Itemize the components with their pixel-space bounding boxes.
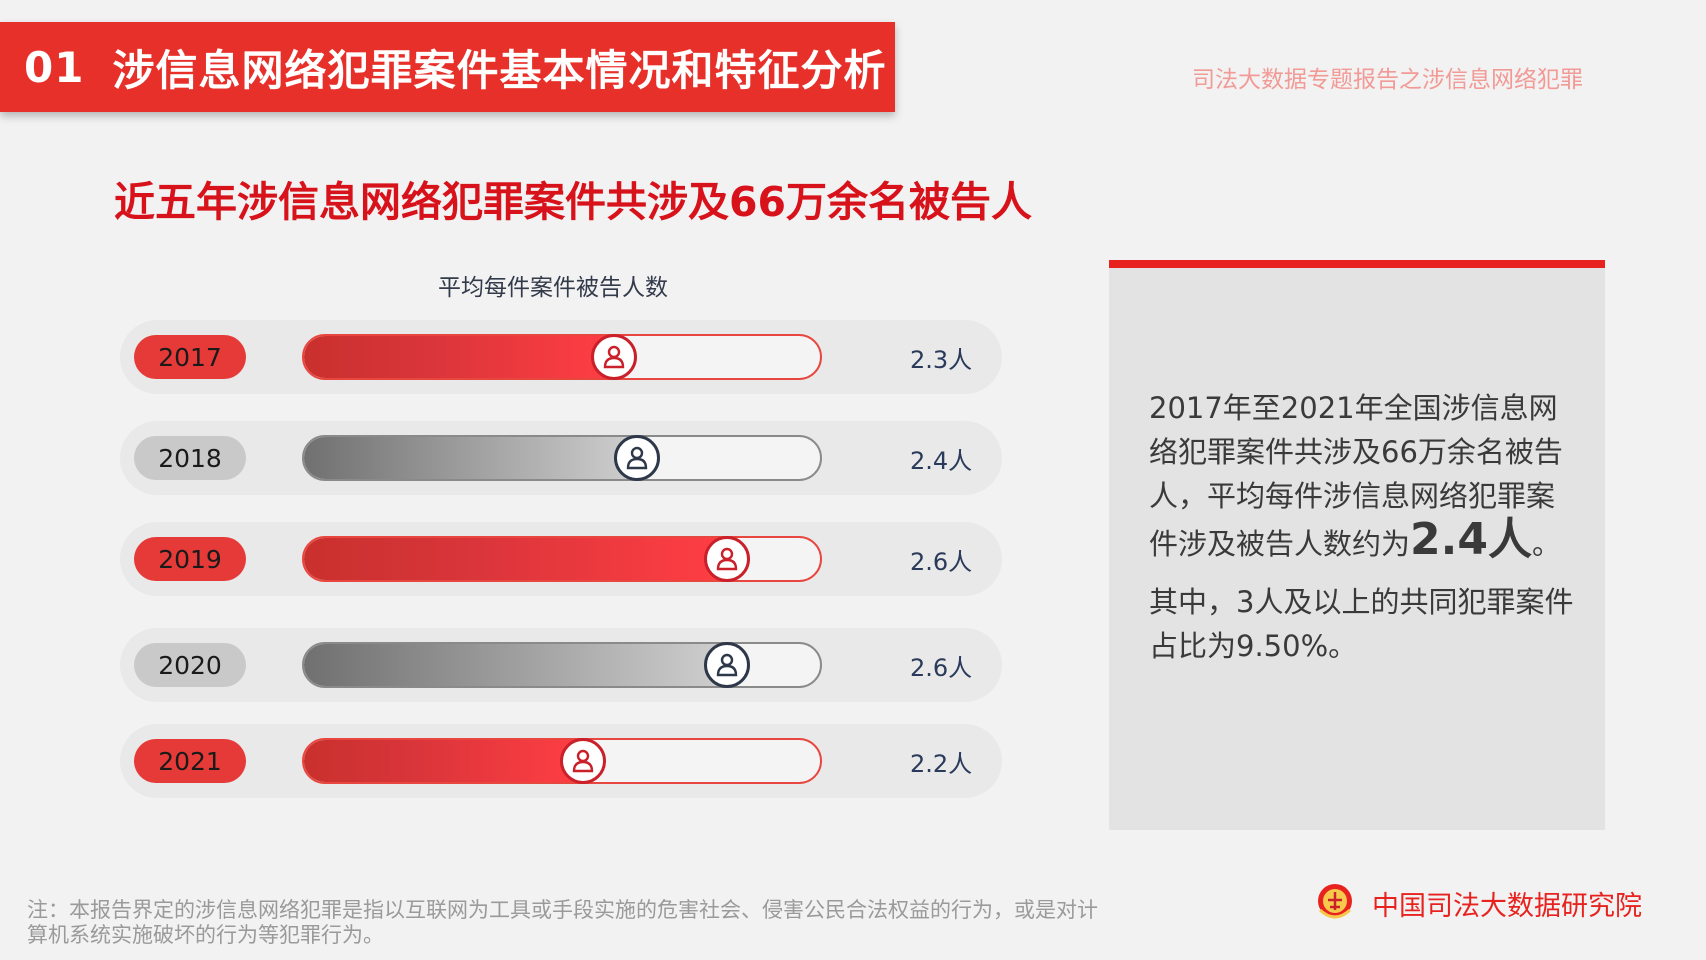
year-label: 2019 xyxy=(134,537,246,581)
side-text: 2017年至2021年全国涉信息网络犯罪案件共涉及66万余名被告人，平均每件涉信… xyxy=(1149,386,1574,668)
year-label: 2017 xyxy=(134,335,246,379)
bar-chart: 2017 2.3人 2018 2.4人 2019 2.6人 2020 2.6人 2021 2.2人 xyxy=(120,320,1002,798)
year-label: 2018 xyxy=(134,436,246,480)
bar-row: 2017 2.3人 xyxy=(120,320,1002,394)
org-brand: 中国司法大数据研究院 xyxy=(1316,880,1642,926)
footnote: 注：本报告界定的涉信息网络犯罪是指以互联网为工具或手段实施的危害社会、侵害公民合… xyxy=(27,898,1098,947)
side-p1-end: 。 xyxy=(1531,527,1561,561)
bar xyxy=(304,437,637,479)
year-label: 2020 xyxy=(134,643,246,687)
org-name: 中国司法大数据研究院 xyxy=(1372,890,1642,922)
side-paragraph-1: 2017年至2021年全国涉信息网络犯罪案件共涉及66万余名被告人，平均每件涉信… xyxy=(1149,386,1574,566)
bar-track xyxy=(302,642,822,688)
headline: 近五年涉信息网络犯罪案件共涉及66万余名被告人 xyxy=(114,178,1033,226)
bar xyxy=(304,538,728,580)
court-emblem-icon xyxy=(1316,880,1354,926)
side-p1-highlight: 2.4人 xyxy=(1410,514,1532,565)
bar-row: 2018 2.4人 xyxy=(120,421,1002,495)
data-label: 2.6人 xyxy=(910,548,973,576)
section-header: 01 涉信息网络犯罪案件基本情况和特征分析 xyxy=(0,22,895,112)
person-icon xyxy=(613,435,660,481)
person-icon xyxy=(704,536,751,582)
year-label: 2021 xyxy=(134,739,246,783)
bar-track xyxy=(302,334,822,380)
data-label: 2.3人 xyxy=(910,346,973,374)
report-tag: 司法大数据专题报告之涉信息网络犯罪 xyxy=(1192,67,1583,93)
bar-track xyxy=(302,435,822,481)
bar-row: 2020 2.6人 xyxy=(120,628,1002,702)
bar-row: 2019 2.6人 xyxy=(120,522,1002,596)
side-p1-text: 2017年至2021年全国涉信息网络犯罪案件共涉及66万余名被告人，平均每件涉信… xyxy=(1149,391,1563,561)
person-icon xyxy=(704,642,751,688)
bar xyxy=(304,740,583,782)
bar xyxy=(304,644,728,686)
section-number: 01 xyxy=(24,42,85,92)
data-label: 2.6人 xyxy=(910,654,973,682)
person-icon xyxy=(559,738,606,784)
chart-title: 平均每件案件被告人数 xyxy=(438,275,668,301)
data-label: 2.2人 xyxy=(910,750,973,778)
bar xyxy=(304,336,614,378)
bar-row: 2021 2.2人 xyxy=(120,724,1002,798)
bar-track xyxy=(302,738,822,784)
bar-track xyxy=(302,536,822,582)
side-paragraph-2: 其中，3人及以上的共同犯罪案件占比为9.50%。 xyxy=(1149,585,1574,663)
side-panel: 2017年至2021年全国涉信息网络犯罪案件共涉及66万余名被告人，平均每件涉信… xyxy=(1109,260,1605,830)
person-icon xyxy=(590,334,637,380)
section-title: 涉信息网络犯罪案件基本情况和特征分析 xyxy=(112,45,887,95)
data-label: 2.4人 xyxy=(910,447,973,475)
